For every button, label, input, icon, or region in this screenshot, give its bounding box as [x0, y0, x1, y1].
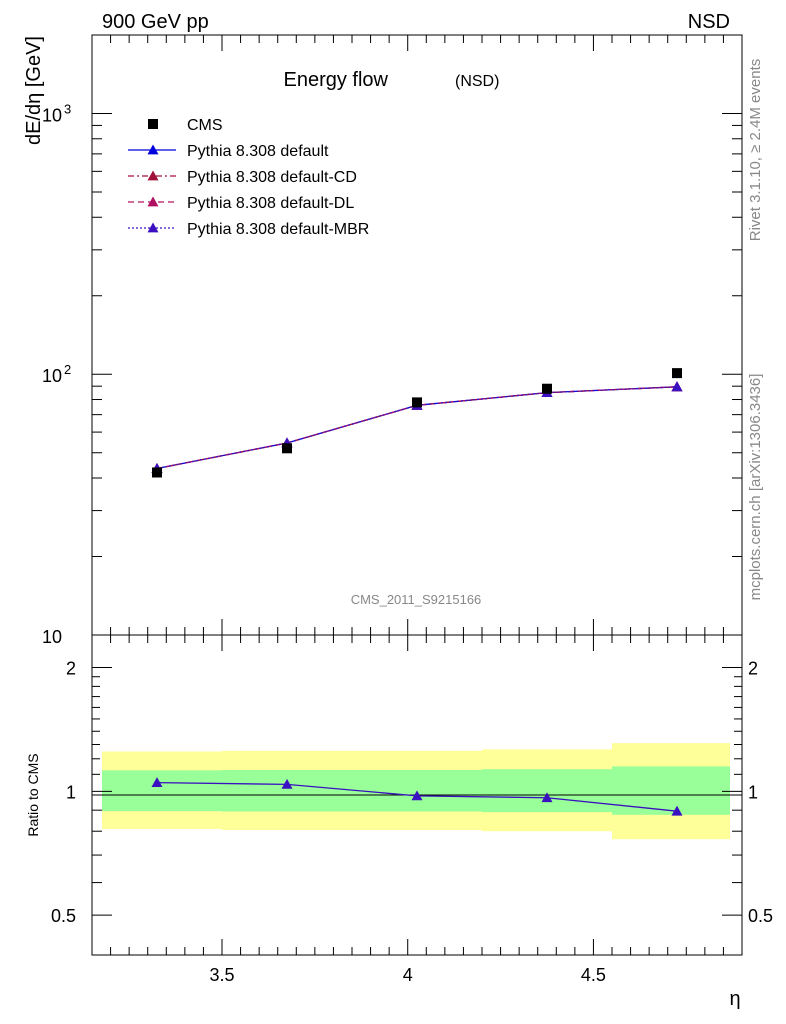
ratio-y-tick-label: 2	[66, 659, 76, 679]
ratio-y-tick-label: 0.5	[51, 906, 76, 926]
ratio-band-green	[102, 770, 222, 812]
cms-point	[152, 467, 162, 478]
header-left: 900 GeV pp	[102, 11, 209, 33]
legend: CMS Pythia 8.308 default Pythia 8.308 defa…	[128, 117, 369, 238]
main-y-tick-label-exponent: 3	[64, 101, 71, 116]
cms-point	[282, 443, 292, 454]
legend-item: Pythia 8.308 default-MBR	[128, 221, 369, 238]
mc-line	[156, 386, 678, 470]
ratio-series	[151, 777, 683, 816]
ratio-y-tick-label-right: 2	[748, 659, 758, 679]
ratio-y-tick-label: 1	[66, 782, 76, 802]
legend-marker-triangle	[147, 170, 159, 181]
legend-item: Pythia 8.308 default-DL	[128, 195, 354, 212]
ratio-frame	[91, 634, 743, 956]
ratio-band-green	[612, 766, 730, 815]
ratio-band-green	[222, 770, 352, 812]
ratio-ticks: 2 2 1 1 0.5 0.5 3.5 4 4.5	[51, 635, 773, 985]
ratio-y-tick-label-right: 0.5	[748, 906, 773, 926]
main-y-tick-label: 10	[42, 366, 62, 386]
legend-label: Pythia 8.308 default	[187, 143, 329, 160]
legend-item: Pythia 8.308 default-CD	[128, 169, 357, 186]
ratio-plot-panel: 2 2 1 1 0.5 0.5 3.5 4 4.5 Ratio to CMS η	[25, 634, 773, 1010]
legend-marker-triangle	[147, 196, 159, 207]
header-right: NSD	[688, 11, 730, 33]
cms-point	[412, 397, 422, 408]
legend-marker-triangle	[147, 222, 159, 233]
ratio-y-tick-label-right: 1	[748, 782, 758, 802]
plot-title-text: Energy flow	[284, 69, 389, 91]
ratio-point	[541, 792, 553, 803]
rivet-note: Rivet 3.1.10, ≥ 2.4M events	[747, 59, 764, 242]
x-tick-label: 3.5	[209, 965, 234, 985]
legend-label: Pythia 8.308 default-DL	[187, 195, 354, 212]
ratio-point	[411, 790, 423, 801]
legend-item: Pythia 8.308 default	[128, 143, 329, 160]
ratio-point	[671, 805, 683, 816]
main-y-tick-label: 10	[42, 627, 62, 647]
legend-marker-square	[148, 119, 158, 129]
cms-point	[542, 383, 552, 394]
main-y-tick-label: 10	[42, 105, 62, 125]
main-y-label: dE/dη [GeV]	[23, 36, 45, 145]
legend-label: Pythia 8.308 default-MBR	[187, 221, 369, 238]
ratio-point	[151, 777, 163, 788]
plot-title-suffix: (NSD)	[455, 73, 499, 90]
ratio-uncertainty-bands	[102, 743, 730, 840]
ratio-band-green	[482, 769, 612, 813]
legend-marker-triangle	[147, 144, 159, 155]
ratio-y-label: Ratio to CMS	[25, 753, 41, 836]
watermark: CMS_2011_S9215166	[351, 592, 482, 607]
main-x-ticks	[110, 35, 743, 635]
ratio-point	[281, 778, 293, 789]
mcplots-note: mcplots.cern.ch [arXiv:1306.3436]	[747, 374, 764, 601]
legend-item: CMS	[148, 117, 223, 134]
main-y-tick-label-exponent: 2	[64, 362, 71, 377]
legend-label: CMS	[187, 117, 223, 134]
x-tick-label: 4.5	[581, 965, 606, 985]
plot-title: Energy flow (NSD)	[284, 69, 500, 91]
cms-point	[672, 368, 682, 379]
mc-point	[671, 381, 683, 392]
main-series	[151, 368, 683, 478]
x-axis-label: η	[729, 988, 740, 1010]
x-tick-label: 4	[403, 965, 413, 985]
legend-label: Pythia 8.308 default-CD	[187, 169, 357, 186]
